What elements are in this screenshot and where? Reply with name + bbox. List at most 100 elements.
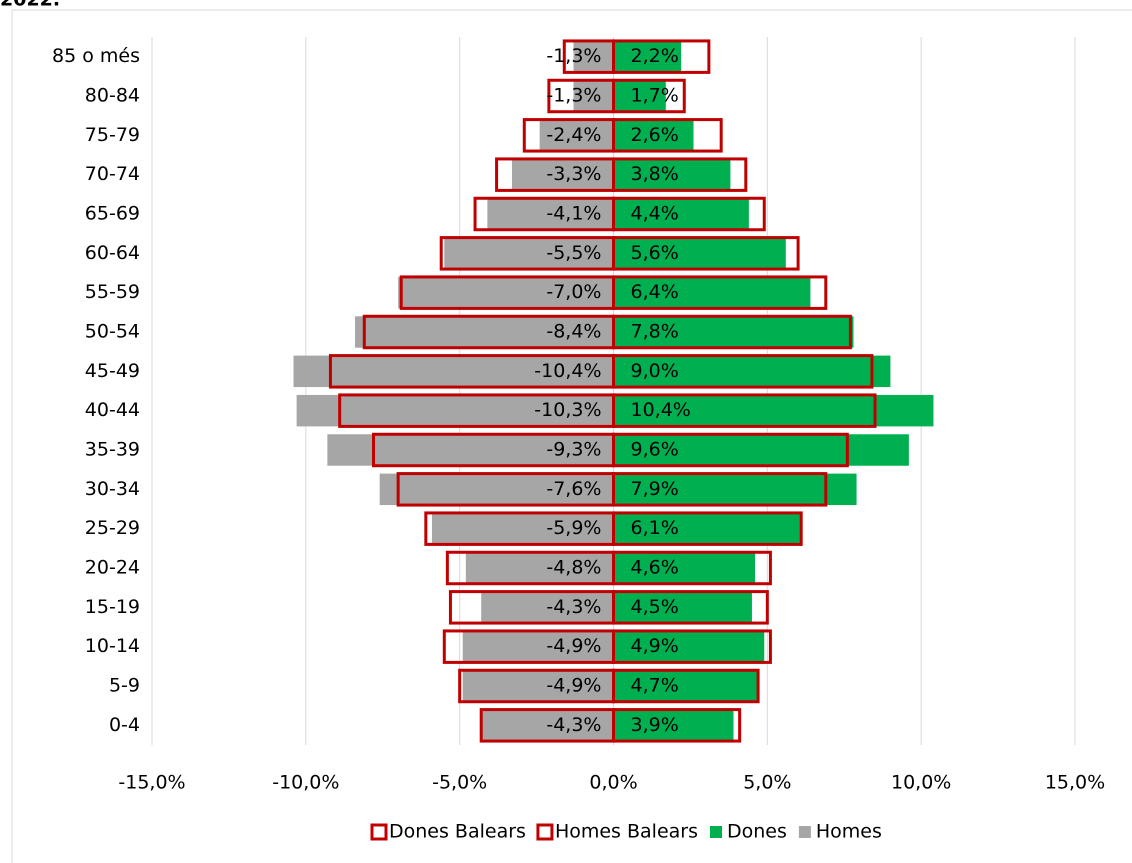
y-tick-label: 75-79 [85, 124, 140, 146]
bar-outline [448, 590, 616, 625]
bar [481, 709, 614, 742]
bar [573, 80, 614, 112]
bar-outline [399, 275, 615, 310]
data-label: -10,4% [534, 360, 601, 382]
data-label: 1,7% [631, 85, 679, 107]
x-tick-label: 10,0% [891, 772, 951, 794]
data-label: -1,3% [546, 85, 601, 107]
bar [462, 630, 614, 663]
data-label: -4,3% [546, 714, 601, 736]
y-tick-label: 70-74 [85, 163, 140, 185]
x-tick-label: 0,0% [589, 772, 637, 794]
y-tick-label: 50-54 [85, 321, 140, 343]
data-label: 4,6% [631, 557, 679, 579]
bar-outline [479, 708, 615, 743]
y-tick-label: 10-14 [85, 635, 140, 657]
bar [613, 630, 765, 663]
bar-outline [562, 39, 615, 74]
data-label: 4,9% [631, 635, 679, 657]
y-tick-label: 15-19 [85, 596, 140, 618]
data-label: 3,9% [631, 714, 679, 736]
data-label: -4,9% [546, 675, 601, 697]
data-label: 5,6% [631, 242, 679, 264]
data-label: 2,2% [631, 45, 679, 67]
bar [613, 394, 934, 427]
bar [465, 552, 614, 584]
y-tick-label: 55-59 [85, 281, 140, 303]
y-tick-label: 85 o més [52, 45, 140, 67]
legend-swatch [798, 826, 811, 838]
bar-outline [473, 196, 615, 232]
bar [296, 394, 614, 427]
bar-outline [439, 236, 615, 271]
data-label: 9,0% [631, 360, 679, 382]
data-label: -4,1% [546, 203, 601, 225]
data-label: -1,3% [546, 45, 601, 67]
bar [379, 473, 614, 506]
y-tick-label: 65-69 [85, 203, 140, 225]
bar [355, 316, 614, 348]
bar [481, 591, 614, 624]
bar [613, 276, 811, 309]
bar-outline [445, 550, 615, 586]
bar [462, 670, 614, 702]
bar [398, 276, 614, 309]
data-label: -8,4% [546, 321, 601, 343]
bar [613, 591, 752, 624]
data-label: -4,8% [546, 557, 601, 579]
data-label: 2,6% [631, 124, 679, 146]
data-label: 10,4% [631, 399, 691, 421]
data-label: -7,0% [546, 281, 601, 303]
bar [613, 552, 756, 584]
data-label: 4,7% [631, 675, 679, 697]
bar-outline [396, 472, 615, 507]
y-tick-label: 35-39 [85, 439, 140, 461]
x-tick-label: 5,0% [743, 772, 791, 794]
x-tick-label: 15,0% [1045, 772, 1105, 794]
bar-outline [442, 629, 615, 664]
data-label: -5,9% [546, 517, 601, 539]
bar [613, 709, 734, 742]
y-tick-label: 0-4 [109, 714, 140, 736]
x-tick-label: -15,0% [118, 772, 185, 794]
bar-outline [338, 393, 615, 428]
data-label: 3,8% [631, 163, 679, 185]
bar [613, 473, 857, 506]
bar [487, 198, 614, 230]
y-tick-label: 45-49 [85, 360, 140, 382]
y-tick-label: 20-24 [85, 557, 140, 579]
bar [613, 80, 666, 112]
y-tick-label: 80-84 [85, 85, 140, 107]
bar-outline [495, 157, 615, 192]
bar-outline [522, 118, 616, 153]
y-tick-label: 30-34 [85, 478, 140, 500]
y-tick-label: 5-9 [109, 675, 140, 697]
legend-label: Dones [727, 821, 787, 843]
bar-outline [547, 78, 616, 114]
chart-border [11, 9, 1132, 863]
bar [613, 198, 749, 230]
bar [613, 355, 891, 388]
data-label: -5,5% [546, 242, 601, 264]
bar-outline [328, 354, 615, 389]
x-tick-label: -10,0% [272, 772, 339, 794]
data-label: -10,3% [534, 399, 601, 421]
bar-outline [362, 314, 616, 350]
legend-swatch [536, 823, 554, 841]
bar [444, 237, 614, 270]
chart-title: 2022. [0, 0, 60, 11]
legend-label: Dones Balears [389, 821, 526, 843]
bar [613, 512, 802, 545]
data-label: 9,6% [631, 439, 679, 461]
bar [511, 158, 614, 191]
data-label: -3,3% [546, 163, 601, 185]
data-label: 6,4% [631, 281, 679, 303]
bar [293, 355, 614, 388]
bar-outline [372, 432, 615, 468]
bar [613, 119, 694, 152]
bar [613, 670, 759, 702]
bar [613, 237, 786, 270]
data-label: -7,6% [546, 478, 601, 500]
data-label: 7,8% [631, 321, 679, 343]
